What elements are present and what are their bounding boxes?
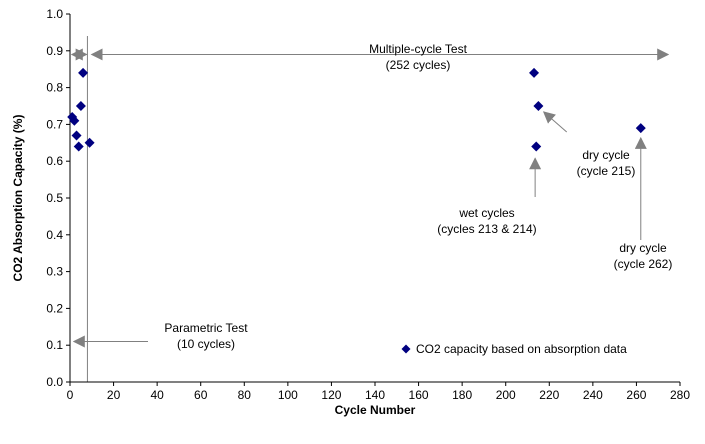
dry-cycle-262-label: dry cycle (cycle 262) (614, 241, 673, 271)
parametric-test-label: Parametric Test (10 cycles) (164, 321, 248, 351)
y-tick-label: 0.1 (46, 338, 63, 352)
x-tick-label: 200 (496, 388, 516, 402)
x-tick-label: 120 (321, 388, 341, 402)
dry-cycle-262-line: dry cycle (619, 241, 667, 255)
wet-cycles-line: wet cycles (458, 206, 514, 220)
x-tick-label: 20 (107, 388, 121, 402)
multiple-cycle-test-line: (252 cycles) (386, 58, 451, 72)
y-tick-label: 1.0 (46, 7, 63, 21)
x-tick-label: 180 (452, 388, 472, 402)
x-tick-label: 220 (539, 388, 559, 402)
y-axis-title: CO2 Absorption Capacity (%) (11, 115, 25, 282)
x-tick-label: 100 (278, 388, 298, 402)
data-point (529, 67, 540, 78)
data-point (73, 141, 84, 152)
y-tick-label: 0.4 (46, 228, 63, 242)
y-tick-label: 0.9 (46, 44, 63, 58)
y-tick-label: 0.5 (46, 191, 63, 205)
x-tick-label: 40 (150, 388, 164, 402)
data-point (533, 101, 544, 111)
legend-marker (401, 344, 411, 354)
x-tick-label: 240 (583, 388, 603, 402)
data-points (67, 67, 646, 152)
legend-label: CO2 capacity based on absorption data (416, 342, 627, 356)
dry-cycle-215-arrow (542, 111, 568, 133)
data-point (75, 101, 86, 111)
x-tick-label: 0 (67, 388, 74, 402)
y-ticks: 0.0 0.1 0.2 0.3 0.4 0.5 0.6 0.7 0.8 0.9 1.0 (46, 7, 70, 389)
x-tick-label: 80 (238, 388, 252, 402)
multiple-cycle-test-label: Multiple-cycle Test (252 cycles) (369, 42, 467, 72)
wet-cycles-line: (cycles 213 & 214) (437, 222, 536, 236)
data-point (78, 67, 89, 78)
data-point (84, 137, 95, 148)
x-axis-title: Cycle Number (335, 403, 416, 417)
data-point (69, 115, 80, 126)
data-point (71, 130, 82, 141)
wet-cycles-label: wet cycles (cycles 213 & 214) (437, 206, 536, 236)
parametric-test-line: (10 cycles) (177, 337, 235, 351)
data-point (531, 141, 542, 152)
x-tick-label: 60 (194, 388, 208, 402)
data-point (635, 123, 646, 134)
y-tick-label: 0.7 (46, 117, 63, 131)
y-tick-label: 0.6 (46, 154, 63, 168)
x-tick-label: 260 (626, 388, 646, 402)
x-tick-label: 140 (365, 388, 385, 402)
parametric-test-line: Parametric Test (164, 321, 248, 335)
dry-cycle-262-line: (cycle 262) (614, 257, 673, 271)
x-tick-label: 280 (670, 388, 690, 402)
annotations: Multiple-cycle Test (252 cycles) Parametri… (70, 36, 673, 382)
dry-cycle-215-label: dry cycle (cycle 215) (577, 148, 636, 178)
x-tick-label: 160 (409, 388, 429, 402)
legend: CO2 capacity based on absorption data (401, 342, 627, 356)
y-tick-label: 0.0 (46, 375, 63, 389)
y-tick-label: 0.2 (46, 301, 63, 315)
x-ticks: 0 20 40 60 80 100 120 140 160 180 200 220 240 260 280 (67, 382, 690, 402)
multiple-cycle-test-line: Multiple-cycle Test (369, 42, 467, 56)
dry-cycle-215-line: dry cycle (582, 148, 630, 162)
dry-cycle-215-line: (cycle 215) (577, 164, 636, 178)
y-tick-label: 0.3 (46, 265, 63, 279)
y-tick-label: 0.8 (46, 81, 63, 95)
